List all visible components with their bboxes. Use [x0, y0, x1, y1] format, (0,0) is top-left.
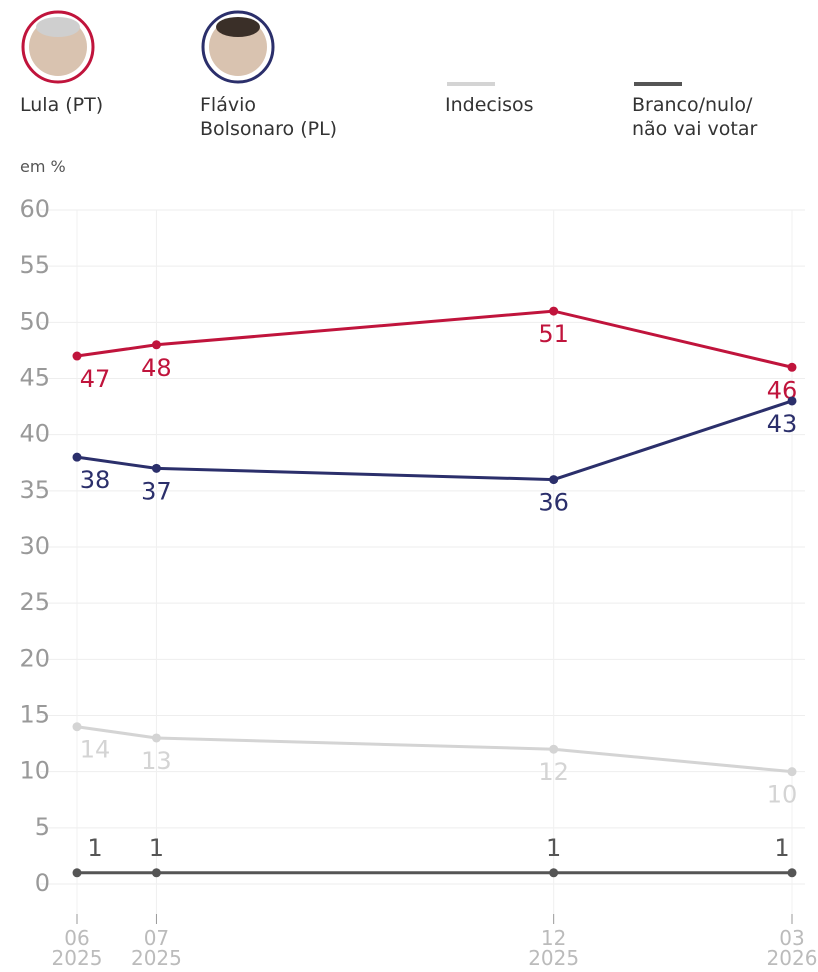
x-tick-label: 12 2025 — [528, 926, 580, 970]
point — [787, 362, 797, 372]
y-tick-label: 30 — [19, 532, 50, 560]
point — [151, 733, 161, 743]
data-label: 36 — [538, 489, 569, 517]
y-tick-label: 10 — [19, 757, 50, 785]
unit-label: em % — [20, 157, 66, 176]
data-label: 1 — [87, 834, 102, 862]
data-label: 43 — [767, 410, 798, 438]
point — [72, 868, 82, 878]
data-label: 10 — [767, 781, 798, 809]
data-label: 1 — [149, 834, 164, 862]
data-label: 12 — [538, 758, 569, 786]
legend-label: Branco/nulo/ não vai votar — [632, 94, 758, 140]
point — [787, 767, 797, 777]
legend-photo-hair — [216, 17, 260, 37]
data-label: 38 — [80, 466, 111, 494]
y-tick-label: 20 — [19, 644, 50, 672]
series-line — [76, 725, 793, 774]
data-label: 47 — [80, 365, 111, 393]
legend-photo-hair — [36, 17, 80, 37]
data-label: 48 — [141, 354, 172, 382]
point — [549, 475, 559, 485]
y-tick-label: 50 — [19, 307, 50, 335]
y-tick-label: 0 — [35, 869, 50, 897]
point — [151, 463, 161, 473]
point — [787, 396, 797, 406]
data-label: 51 — [538, 320, 569, 348]
y-tick-label: 45 — [19, 364, 50, 392]
point — [549, 868, 559, 878]
data-label: 14 — [80, 736, 111, 764]
series-line — [76, 309, 793, 369]
point — [549, 306, 559, 316]
y-tick-label: 15 — [19, 701, 50, 729]
x-tick-label: 06 2025 — [51, 926, 103, 970]
data-label: 13 — [141, 747, 172, 775]
y-tick-label: 25 — [19, 588, 50, 616]
point — [72, 452, 82, 462]
y-tick-label: 5 — [35, 813, 50, 841]
x-tick-label: 03 2026 — [766, 926, 818, 970]
point — [787, 868, 797, 878]
point — [72, 351, 82, 361]
data-label: 37 — [141, 477, 172, 505]
point — [72, 722, 82, 732]
data-label: 1 — [774, 834, 789, 862]
x-tick-label: 07 2025 — [130, 926, 182, 970]
point — [151, 340, 161, 350]
legend-label: Flávio Bolsonaro (PL) — [200, 94, 338, 140]
y-tick-label: 40 — [19, 420, 50, 448]
point — [151, 868, 161, 878]
y-tick-label: 55 — [19, 251, 50, 279]
data-label: 1 — [546, 834, 561, 862]
series-line — [76, 399, 793, 482]
y-tick-label: 60 — [19, 195, 50, 223]
legend-label: Lula (PT) — [20, 94, 104, 116]
legend-label: Indecisos — [445, 94, 534, 116]
point — [549, 744, 559, 754]
y-tick-label: 35 — [19, 476, 50, 504]
